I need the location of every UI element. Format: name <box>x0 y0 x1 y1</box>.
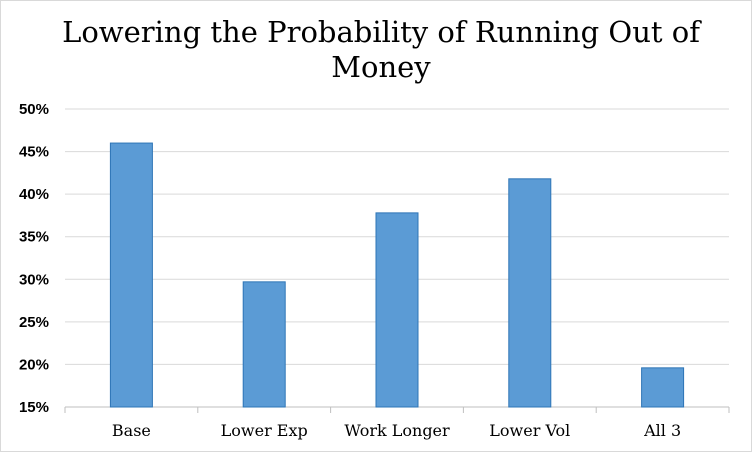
x-tick-label: Work Longer <box>344 421 450 440</box>
y-tick-label: 30% <box>19 271 49 288</box>
y-tick-label: 40% <box>19 186 49 203</box>
y-tick-label: 50% <box>19 101 49 118</box>
chart-title: Lowering the Probability of Running Out … <box>62 15 700 84</box>
bar-base <box>109 142 153 408</box>
x-tick-label: Lower Vol <box>489 421 570 440</box>
x-tick-label: Lower Exp <box>221 421 308 440</box>
y-tick-label: 15% <box>19 399 49 416</box>
y-tick-label: 25% <box>19 314 49 331</box>
x-tick-label: Base <box>112 421 151 440</box>
bar-work-longer <box>375 212 419 408</box>
bar-lower-vol <box>508 178 552 408</box>
y-tick-label: 45% <box>19 144 49 161</box>
y-tick-label: 35% <box>19 229 49 246</box>
y-tick-label: 20% <box>19 356 49 373</box>
bar-lower-exp <box>242 281 286 408</box>
x-tick-label: All 3 <box>643 421 681 440</box>
bar-all-3 <box>641 367 685 408</box>
